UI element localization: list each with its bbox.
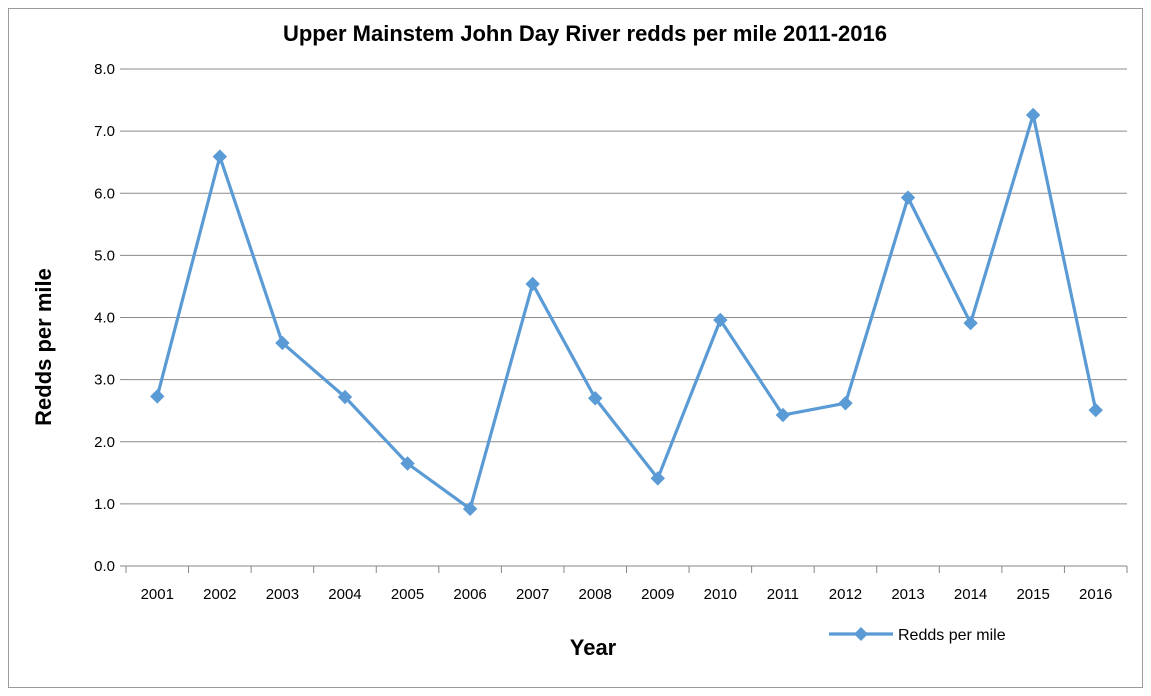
data-point-2012: [838, 396, 853, 411]
y-tick-label-6: 6.0: [94, 185, 115, 202]
x-tick-label-2011: 2011: [767, 586, 799, 603]
y-tick-label-2: 2.0: [94, 434, 115, 451]
x-tick-label-2007: 2007: [516, 586, 549, 603]
x-tick-label-2012: 2012: [829, 586, 862, 603]
legend-marker: [854, 627, 868, 641]
x-tick-label-2006: 2006: [453, 586, 486, 603]
data-point-2013: [900, 190, 916, 205]
legend: Redds per mile: [829, 627, 1006, 644]
data-point-2003: [275, 335, 290, 351]
x-tick-label-2005: 2005: [391, 586, 424, 603]
data-point-2002: [212, 149, 228, 164]
data-point-2008: [588, 391, 603, 406]
x-tick-label-2009: 2009: [641, 586, 674, 603]
series-markers: [150, 107, 1103, 517]
data-point-2001: [150, 389, 165, 404]
y-axis-title: Redds per mile: [31, 268, 56, 426]
data-point-2007: [525, 276, 540, 292]
chart-title: Upper Mainstem John Day River redds per …: [283, 21, 887, 46]
y-tick-label-7: 7.0: [94, 123, 115, 140]
x-tick-label-2001: 2001: [141, 586, 174, 603]
y-tick-label-0: 0.0: [94, 558, 115, 575]
gridlines: [126, 68, 1127, 505]
x-tick-label-2014: 2014: [954, 586, 987, 603]
data-point-2005: [400, 456, 415, 471]
y-tick-label-5: 5.0: [94, 247, 115, 264]
x-tick-label-2016: 2016: [1079, 586, 1112, 603]
y-tick-label-1: 1.0: [94, 496, 115, 513]
y-axis-ticks: 0.0 1.0 2.0 3.0 4.0 5.0 6.0 7.0 8.0: [94, 61, 126, 575]
data-point-2011: [775, 407, 791, 423]
data-point-2010: [713, 312, 728, 328]
x-tick-label-2004: 2004: [328, 586, 361, 603]
data-point-2004: [337, 389, 353, 405]
x-tick-label-2002: 2002: [203, 586, 236, 603]
series-line-redds-per-mile: [155, 113, 1098, 511]
y-tick-label-3: 3.0: [94, 372, 115, 389]
x-axis-ticks: 2001 2002 2003 2004 2005 2006 2007 2008 2009 2010…: [125, 566, 1128, 603]
data-point-2014: [963, 315, 978, 331]
y-tick-label-8: 8.0: [94, 61, 115, 78]
legend-label: Redds per mile: [898, 627, 1006, 644]
chart-frame: [8, 8, 1143, 688]
y-tick-label-4: 4.0: [94, 310, 115, 327]
data-point-2006: [462, 501, 478, 517]
x-tick-label-2015: 2015: [1016, 586, 1049, 603]
x-tick-label-2008: 2008: [579, 586, 612, 603]
x-tick-label-2003: 2003: [266, 586, 299, 603]
data-point-2009: [650, 471, 665, 486]
x-axis-title: Year: [570, 635, 617, 660]
x-tick-label-2013: 2013: [891, 586, 924, 603]
data-point-2016: [1088, 402, 1103, 418]
x-tick-label-2010: 2010: [704, 586, 737, 603]
data-point-2015: [1025, 107, 1041, 123]
